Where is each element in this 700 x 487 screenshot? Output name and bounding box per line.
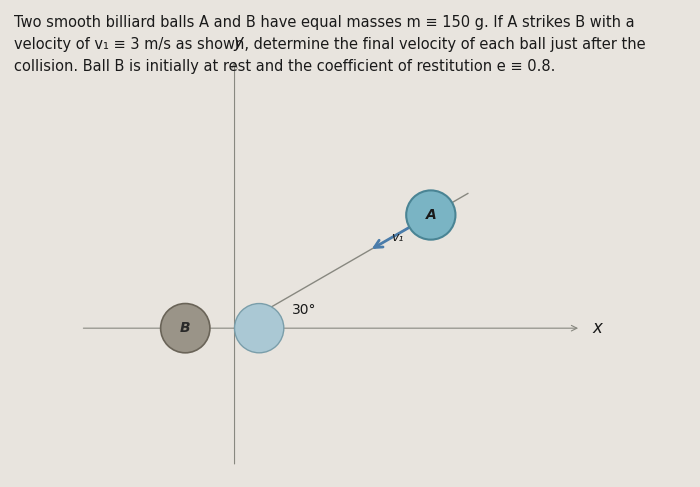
Text: B: B [180,321,190,335]
Text: Two smooth billiard balls A and B have equal masses m ≡ 150 g. If A strikes B wi: Two smooth billiard balls A and B have e… [14,15,645,74]
Text: v₁: v₁ [391,231,404,244]
Circle shape [406,190,456,240]
Text: 30°: 30° [293,302,317,317]
Circle shape [234,303,284,353]
Text: A: A [426,208,436,222]
Circle shape [160,303,210,353]
Text: x: x [592,319,603,337]
Text: y: y [233,33,244,51]
